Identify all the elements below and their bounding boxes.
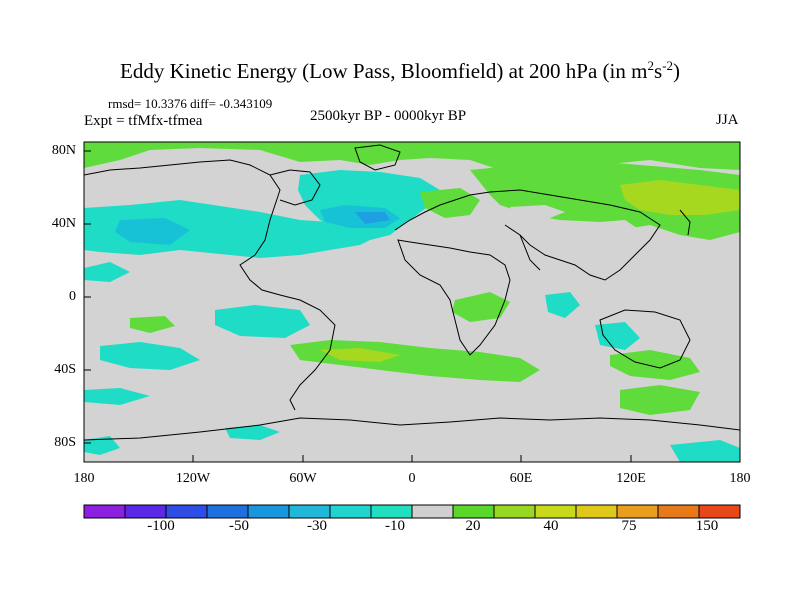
lon-label-60e: 60E [509,471,533,486]
americas-coastline [84,159,336,411]
lon-label-60w: 60W [289,471,317,486]
colorbar-label: -30 [307,518,327,534]
lon-label-0: 0 [408,471,416,486]
southern-ocean-green [620,385,700,415]
japan [679,209,691,236]
tropical-atlantic-green [452,292,510,322]
season-label: JJA [716,112,739,128]
antarctic-cyan-west [84,436,120,455]
colorbar [83,504,741,519]
colorbar-label: 40 [543,518,559,534]
indian-cyan-east [595,322,640,350]
coastlines [84,144,740,441]
colorbar-swatch [329,504,372,519]
lat-label-40s: 40S [54,362,76,377]
rmsd-diff-stats: rmsd= 10.3376 diff= -0.343109 [108,96,273,111]
colorbar-swatch [616,504,659,519]
lat-label-80n: 80N [51,143,76,158]
antarctica-coastline [84,417,740,441]
antarctic-cyan [225,425,280,440]
southern-cyan-west [84,388,150,405]
lat-label-40n: 40N [51,216,76,231]
lon-label-180e: 180 [729,471,751,486]
colorbar-label: -10 [385,518,405,534]
colorbar-swatch [124,504,167,519]
colorbar-swatch [206,504,249,519]
colorbar-swatch [411,504,454,519]
arabian-peninsula [519,234,541,271]
southeast-pacific-cyan [100,342,200,370]
south-pacific-green [130,316,175,333]
colorbar-label: -50 [229,518,249,534]
colorbar-label: 75 [621,518,637,534]
grey-hole-2 [600,220,640,236]
colorbar-label: 150 [695,518,719,534]
colorbar-swatch [370,504,413,519]
grey-hole-1 [510,205,565,220]
lat-label-80s: 80S [54,435,76,450]
colorbar-swatch [493,504,536,519]
tropical-cyan-west [84,262,130,282]
colorbar-swatch [452,504,495,519]
colorbar-swatch [247,504,290,519]
map-title: Eddy Kinetic Energy (Low Pass, Bloomfiel… [120,58,680,83]
colorbar-swatch [288,504,331,519]
europe-green [420,188,480,218]
australia [599,309,691,369]
asia-coastline [489,189,661,281]
africa-coastline [397,239,511,356]
axis-ticks [83,150,741,462]
eurasia-green-patch [470,160,740,240]
lon-label-120e: 120E [616,471,646,486]
colorbar-swatch [83,504,126,519]
north-atlantic-blue-core [355,212,390,224]
lon-label-180w: 180 [73,471,95,486]
pacific-teal-core [115,218,190,245]
greenland [354,144,401,171]
australia-south-green [610,350,700,380]
colorbar-swatch [534,504,577,519]
lat-label-0: 0 [69,289,76,304]
eke-field [84,142,740,462]
europe-coast [394,191,491,231]
period-label: 2500kyr BP - 0000kyr BP [310,108,467,124]
colorbar-swatch [657,504,700,519]
colorbar-swatch [165,504,208,519]
colorbar-swatch [575,504,618,519]
southern-jet-yellowgreen [320,348,400,362]
siberia-yellowgreen [620,180,740,215]
colorbar-swatch [698,504,741,519]
experiment-label: Expt = tfMfx-tfmea [84,113,203,129]
south-pacific-cyan [215,305,310,338]
colorbar-label: 20 [465,518,481,534]
indian-cyan-west [545,292,580,318]
antarctic-cyan-east [670,440,740,462]
colorbar-label: -100 [147,518,175,534]
lon-label-120w: 120W [175,471,211,486]
hudson-bay [269,169,321,206]
